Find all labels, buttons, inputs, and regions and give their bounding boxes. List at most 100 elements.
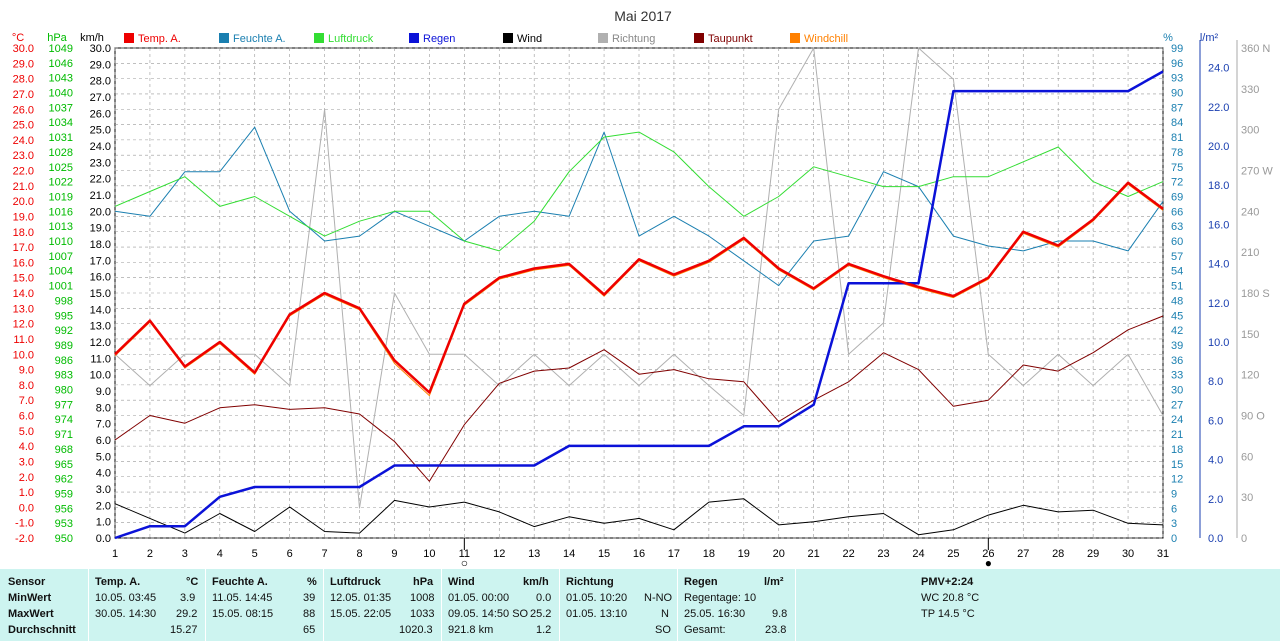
tick-label-dir: 60: [1241, 451, 1253, 463]
tick-label-press: 950: [55, 533, 73, 545]
tick-label-hum: 84: [1171, 117, 1183, 129]
tick-label-press: 983: [55, 370, 73, 382]
tick-label-wind: 10.0: [90, 370, 111, 382]
tick-label-press: 956: [55, 503, 73, 515]
tick-label-hum: 93: [1171, 73, 1183, 85]
hum-unit: %: [307, 576, 317, 588]
tick-label-temp: 26.0: [13, 104, 34, 116]
legend-swatch: [598, 33, 608, 43]
axis-unit-press: hPa: [47, 32, 67, 44]
tick-label-rain: 10.0: [1208, 337, 1229, 349]
tick-label-press: 1040: [49, 88, 73, 100]
tick-label-hum: 51: [1171, 281, 1183, 293]
tick-label-x: 18: [703, 548, 715, 560]
legend-swatch: [694, 33, 704, 43]
press-min: 1008: [410, 592, 435, 604]
dir-max: N: [661, 608, 669, 620]
rain-total: 23.8: [765, 624, 787, 636]
temp-title: Temp. A.: [95, 576, 141, 588]
wind-avg: 1.2: [536, 624, 552, 636]
series-line-taupunkt: [114, 315, 1164, 482]
legend-label: Taupunkt: [708, 33, 753, 45]
tick-label-rain: 14.0: [1208, 259, 1229, 271]
legend-label: Feuchte A.: [233, 33, 286, 45]
tick-label-x: 1: [112, 548, 118, 560]
tick-label-press: 1007: [49, 251, 73, 263]
tick-label-temp: 28.0: [13, 74, 34, 86]
tick-label-wind: 4.0: [96, 468, 111, 480]
tick-label-hum: 48: [1171, 295, 1183, 307]
axis-unit-rain: l/m²: [1200, 32, 1219, 44]
tick-label-x: 13: [528, 548, 540, 560]
tick-label-x: 16: [633, 548, 645, 560]
tick-label-x: 3: [182, 548, 188, 560]
tick-label-x: 20: [773, 548, 785, 560]
moon-phase-icon: ●: [985, 556, 992, 569]
tick-label-dir: 360 N: [1241, 43, 1270, 55]
wind-min: 0.0: [536, 592, 552, 604]
tick-label-x: 31: [1157, 548, 1169, 560]
tick-label-hum: 60: [1171, 236, 1183, 248]
hum-title: Feuchte A.: [212, 576, 268, 588]
tick-label-temp: 15.0: [13, 273, 34, 285]
tick-label-press: 1001: [49, 281, 73, 293]
hum-min: 39: [303, 592, 316, 604]
tick-label-wind: 0.0: [96, 533, 111, 545]
tick-label-hum: 63: [1171, 221, 1183, 233]
tick-label-hum: 81: [1171, 132, 1183, 144]
wind-distance: 921.8 km: [448, 624, 494, 636]
series-line-feuchte-a: [114, 126, 1164, 287]
tick-label-press: 998: [55, 295, 73, 307]
tick-label-wind: 30.0: [90, 43, 111, 55]
tick-label-press: 986: [55, 355, 73, 367]
tick-label-hum: 75: [1171, 162, 1183, 174]
rain-max: 9.8: [772, 608, 788, 620]
tick-label-hum: 36: [1171, 355, 1183, 367]
tick-label-x: 19: [738, 548, 750, 560]
rain-max-time: 25.05. 16:30: [684, 608, 746, 620]
legend-swatch: [503, 33, 513, 43]
tick-label-rain: 2.0: [1208, 494, 1223, 506]
tick-label-wind: 1.0: [96, 517, 111, 529]
tick-label-rain: 22.0: [1208, 102, 1229, 114]
tick-label-wind: 18.0: [90, 239, 111, 251]
legend-swatch: [409, 33, 419, 43]
tick-label-hum: 87: [1171, 102, 1183, 114]
tick-label-x: 4: [217, 548, 223, 560]
tick-label-temp: 6.0: [19, 411, 34, 423]
tick-label-x: 17: [668, 548, 680, 560]
tick-label-press: 1049: [49, 43, 73, 55]
tick-label-wind: 12.0: [90, 337, 111, 349]
tick-label-wind: 3.0: [96, 484, 111, 496]
tick-label-press: 1010: [49, 236, 73, 248]
temp-unit: °C: [186, 576, 199, 588]
tick-label-temp: 14.0: [13, 288, 34, 300]
tick-label-x: 6: [287, 548, 293, 560]
tick-label-rain: 24.0: [1208, 63, 1229, 75]
tick-label-wind: 7.0: [96, 419, 111, 431]
tick-label-hum: 54: [1171, 266, 1183, 278]
tick-label-dir: 120: [1241, 370, 1259, 382]
tick-label-wind: 13.0: [90, 321, 111, 333]
pmv-wc: WC 20.8 °C: [921, 592, 980, 604]
tick-label-x: 23: [877, 548, 889, 560]
tick-label-press: 1037: [49, 102, 73, 114]
hum-min-time: 11.05. 14:45: [212, 592, 273, 604]
tick-label-hum: 21: [1171, 429, 1183, 441]
tick-label-dir: 300: [1241, 125, 1259, 137]
tick-label-temp: 17.0: [13, 242, 34, 254]
tick-label-temp: 25.0: [13, 120, 34, 132]
tick-label-wind: 29.0: [90, 59, 111, 71]
tick-label-press: 965: [55, 459, 73, 471]
row-label-min: MinWert: [8, 592, 52, 604]
tick-label-x: 5: [252, 548, 258, 560]
tick-label-press: 1034: [49, 117, 73, 129]
axis-unit-hum: %: [1163, 32, 1173, 44]
series-line-regen: [114, 70, 1164, 540]
tick-label-temp: -1.0: [15, 518, 34, 530]
tick-label-press: 1046: [49, 58, 73, 70]
tick-label-hum: 42: [1171, 325, 1183, 337]
tick-label-hum: 99: [1171, 43, 1183, 55]
tick-label-wind: 22.0: [90, 174, 111, 186]
legend-swatch: [219, 33, 229, 43]
